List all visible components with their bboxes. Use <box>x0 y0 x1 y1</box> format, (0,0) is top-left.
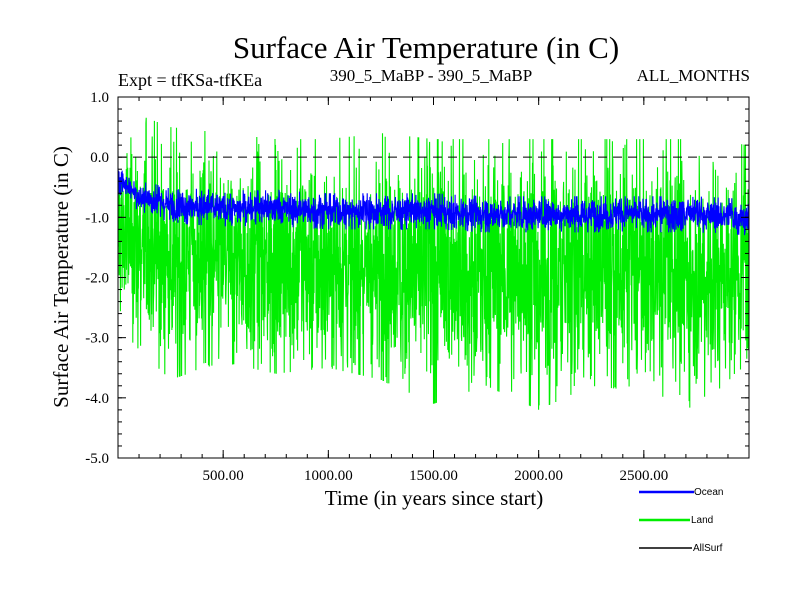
y-tick-label: 0.0 <box>90 150 109 166</box>
chart-subtitle: 390_5_MaBP - 390_5_MaBP <box>330 66 532 85</box>
y-tick-label: -3.0 <box>85 331 109 347</box>
y-tick-label: -1.0 <box>85 210 109 226</box>
series-ocean <box>117 168 750 236</box>
legend-label-land: Land <box>691 515 713 526</box>
series-line-ocean <box>117 168 750 236</box>
x-axis: 500.00 1000.00 1500.00 2000.00 2500.00 <box>138 97 729 484</box>
x-tick-label: 2500.00 <box>619 468 668 484</box>
legend: Ocean Land AllSurf <box>639 487 723 554</box>
y-tick-label: 1.0 <box>90 90 109 106</box>
x-axis-label: Time (in years since start) <box>325 486 544 510</box>
series-land <box>117 117 750 410</box>
y-axis: 1.0 0.0 -1.0 -2.0 -3.0 -4.0 -5.0 <box>85 90 749 467</box>
expt-label: Expt = tfKSa-tfKEa <box>118 70 262 90</box>
x-tick-label: 1000.00 <box>304 468 353 484</box>
y-tick-label: -5.0 <box>85 451 109 467</box>
y-tick-label: -2.0 <box>85 271 109 287</box>
chart-title: Surface Air Temperature (in C) <box>233 30 619 65</box>
y-tick-label: -4.0 <box>85 391 109 407</box>
y-axis-label: Surface Air Temperature (in C) <box>49 146 73 408</box>
legend-label-allsurf: AllSurf <box>693 543 723 554</box>
x-tick-label: 1500.00 <box>409 468 458 484</box>
months-label: ALL_MONTHS <box>637 66 750 85</box>
x-tick-label: 2000.00 <box>514 468 563 484</box>
legend-label-ocean: Ocean <box>694 487 723 498</box>
x-tick-label: 500.00 <box>203 468 244 484</box>
series-line-land <box>117 117 750 410</box>
